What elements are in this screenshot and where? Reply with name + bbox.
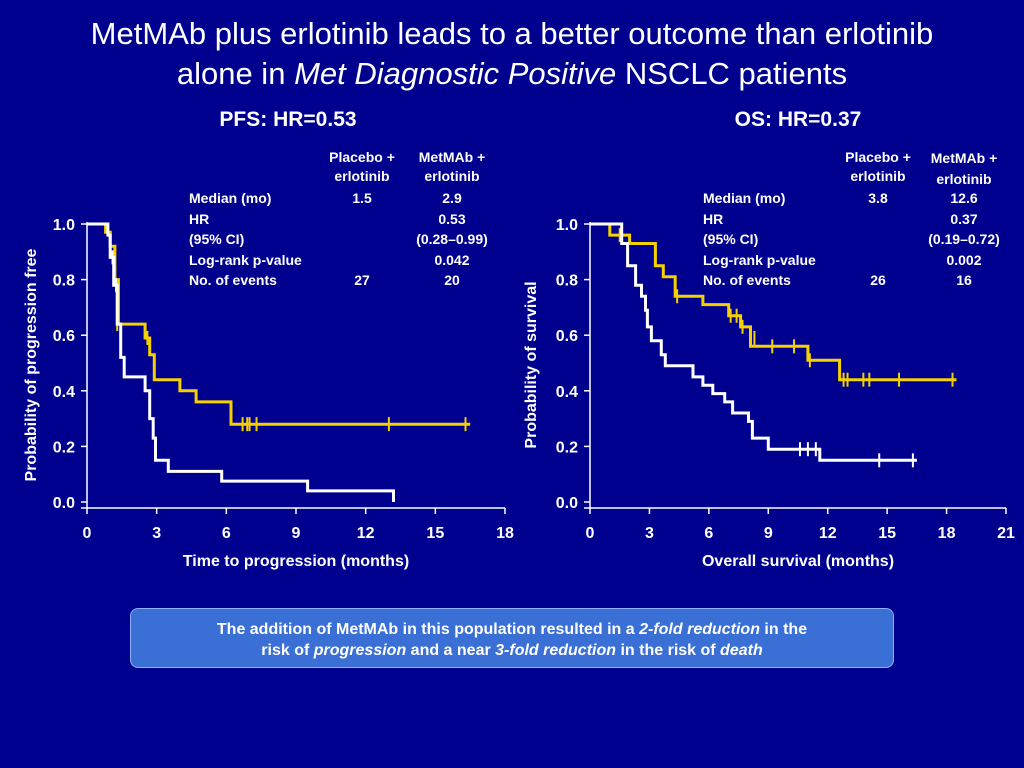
stats-label-pvalue: Log-rank p-value	[189, 251, 302, 268]
header-line: erlotinib	[936, 170, 992, 187]
os-placebo-events: 26	[870, 272, 886, 288]
os-x-tick-label: 0	[586, 525, 595, 542]
pfs-x-tick-label: 12	[357, 525, 375, 542]
title-text-pre: alone in	[176, 56, 295, 91]
pfs-stats-header-metmab: MetMAb + erlotinib	[397, 148, 507, 186]
callout-text: The addition of MetMAb in this populatio…	[216, 621, 640, 638]
os-stats-header-placebo: Placebo + erlotinib	[823, 148, 933, 186]
os-x-tick-label: 15	[878, 525, 896, 542]
pfs-metmab-median: 2.9	[442, 190, 462, 206]
os-metmab-hr: 0.37	[950, 210, 978, 227]
slide-title: MetMAb plus erlotinib leads to a better …	[0, 14, 1024, 94]
title-text-post: NSCLC patients	[616, 56, 848, 91]
os-metmab-curve	[590, 222, 957, 382]
pfs-y-axis-title: Probability of progression free	[23, 248, 40, 481]
pfs-y-tick-label: 0.6	[53, 328, 75, 345]
callout-emphasis: 2-fold reduction	[639, 621, 760, 638]
os-metmab-events: 16	[956, 272, 972, 288]
conclusion-callout: The addition of MetMAb in this populatio…	[130, 608, 894, 668]
header-line: erlotinib	[334, 168, 390, 184]
callout-line2: risk of progression and a near 3-fold re…	[131, 640, 893, 661]
pfs-x-tick-label: 6	[222, 525, 231, 542]
os-stats-table: Placebo + erlotinib MetMAb + erlotinib M…	[703, 148, 1023, 298]
callout-line1: The addition of MetMAb in this populatio…	[131, 619, 893, 640]
stats-label-hr: HR	[703, 210, 724, 227]
pfs-metmab-ci: (0.28–0.99)	[416, 231, 488, 247]
header-line: MetMAb +	[418, 149, 486, 165]
pfs-chart: 0.0 0.2 0.4 0.6 0.8 1.0 0 3 6 9 12 15 18 Time to prog…	[23, 217, 514, 570]
slide-title-line1: MetMAb plus erlotinib leads to a better …	[90, 16, 934, 51]
pfs-placebo-median: 1.5	[352, 190, 372, 206]
os-metmab-ci: (0.19–0.72)	[928, 231, 1000, 247]
os-x-axis-title: Overall survival (months)	[702, 553, 894, 570]
pfs-chart-title: PFS: HR=0.53	[219, 108, 357, 131]
os-y-tick-label: 0.0	[556, 495, 578, 512]
os-y-axis-title: Probability of survival	[523, 281, 540, 448]
os-x-tick-label: 21	[997, 525, 1015, 542]
pfs-y-tick-label: 0.4	[53, 384, 75, 401]
pfs-y-tick-label: 1.0	[53, 217, 75, 234]
header-line: Placebo +	[845, 149, 911, 165]
header-line: erlotinib	[850, 168, 906, 184]
stats-label-events: No. of events	[703, 272, 791, 288]
title-text-emphasis: Met Diagnostic Positive	[294, 56, 617, 91]
stats-label-pvalue: Log-rank p-value	[703, 251, 816, 268]
slide-title-line2: alone in Met Diagnostic Positive NSCLC p…	[0, 54, 1024, 94]
pfs-stats-table: Placebo + erlotinib MetMAb + erlotinib M…	[189, 148, 509, 298]
callout-text: in the	[759, 621, 808, 638]
pfs-x-tick-label: 18	[496, 525, 514, 542]
pfs-y-tick-label: 0.0	[53, 495, 75, 512]
pfs-x-tick-label: 9	[292, 525, 301, 542]
os-x-tick-label: 12	[819, 525, 837, 542]
pfs-metmab-hr: 0.53	[438, 210, 466, 227]
pfs-x-tick-label: 15	[426, 525, 444, 542]
os-metmab-pvalue: 0.002	[946, 251, 982, 268]
stats-label-ci: (95% CI)	[189, 231, 245, 247]
stats-label-median: Median (mo)	[703, 190, 786, 206]
callout-emphasis: progression	[313, 642, 407, 659]
os-metmab-median: 12.6	[950, 190, 978, 206]
pfs-x-tick-label: 3	[152, 525, 161, 542]
stats-label-hr: HR	[189, 210, 210, 227]
callout-text: and a near	[406, 642, 496, 659]
os-chart-title: OS: HR=0.37	[734, 108, 862, 131]
callout-emphasis: death	[720, 642, 763, 659]
header-line: erlotinib	[424, 168, 480, 184]
os-y-tick-label: 0.6	[556, 328, 578, 345]
pfs-placebo-curve	[87, 222, 395, 502]
callout-text: risk of	[261, 642, 314, 659]
os-stats-header-metmab: MetMAb + erlotinib	[909, 148, 1019, 189]
os-y-tick-label: 0.2	[556, 439, 578, 456]
os-x-tick-label: 18	[938, 525, 956, 542]
pfs-x-tick-label: 0	[83, 525, 92, 542]
os-x-tick-label: 9	[764, 525, 773, 542]
os-placebo-curve	[590, 222, 917, 462]
pfs-y-tick-label: 0.8	[53, 273, 75, 290]
pfs-metmab-events: 20	[444, 272, 460, 288]
stats-label-median: Median (mo)	[189, 190, 272, 206]
header-line: Placebo +	[329, 149, 395, 165]
os-x-tick-label: 3	[645, 525, 654, 542]
os-y-tick-label: 0.4	[556, 384, 578, 401]
callout-emphasis: 3-fold reduction	[495, 642, 617, 659]
os-x-tick-label: 6	[704, 525, 713, 542]
os-y-tick-label: 1.0	[556, 217, 578, 234]
stats-label-events: No. of events	[189, 272, 277, 288]
pfs-metmab-curve	[87, 222, 471, 426]
pfs-x-axis-title: Time to progression (months)	[183, 553, 409, 570]
pfs-stats-header-placebo: Placebo + erlotinib	[307, 148, 417, 186]
os-y-tick-label: 0.8	[556, 273, 578, 290]
callout-text: in the risk of	[616, 642, 721, 659]
os-chart: 0.0 0.2 0.4 0.6 0.8 1.0 0 3 6 9 12 15 18 21 Overall su…	[523, 217, 1015, 570]
header-line: MetMAb +	[930, 150, 998, 166]
pfs-placebo-events: 27	[354, 272, 370, 288]
stats-label-ci: (95% CI)	[703, 231, 759, 247]
pfs-y-tick-label: 0.2	[53, 439, 75, 456]
pfs-metmab-pvalue: 0.042	[434, 251, 470, 268]
os-placebo-median: 3.8	[868, 190, 888, 206]
